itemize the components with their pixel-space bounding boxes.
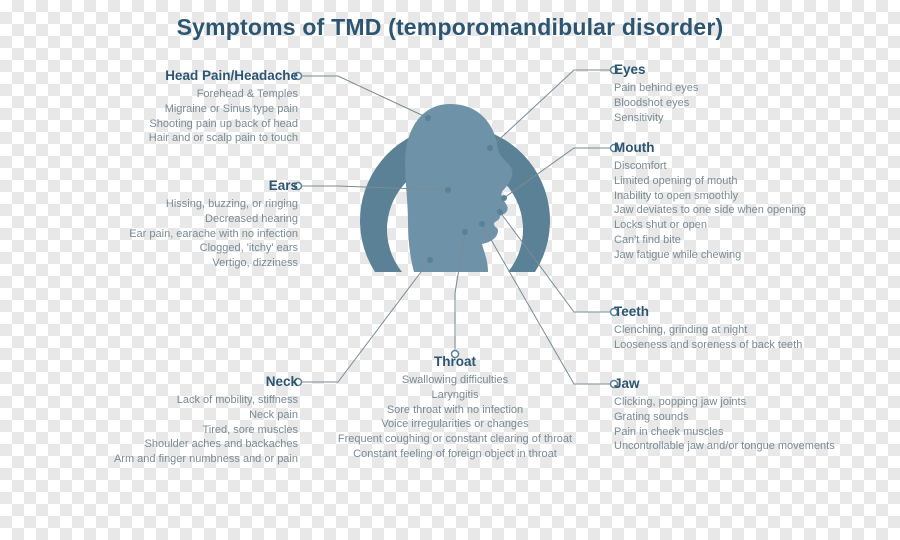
section-jaw-label: Jaw bbox=[614, 376, 884, 393]
section-eyes-label: Eyes bbox=[614, 62, 874, 79]
section-ears-item: Vertigo, dizziness bbox=[38, 256, 298, 271]
section-mouth-item: Can't find bite bbox=[614, 233, 884, 248]
section-neck-label: Neck bbox=[20, 374, 298, 391]
section-neck: Neck Lack of mobility, stiffnessNeck pain… bbox=[20, 374, 298, 467]
section-ears-item: Hissing, buzzing, or ringing bbox=[38, 197, 298, 212]
section-head-label: Head Pain/Headache bbox=[68, 68, 298, 85]
section-neck-item: Shoulder aches and backaches bbox=[20, 437, 298, 452]
section-throat-item: Voice irregularities or changes bbox=[330, 417, 580, 432]
section-mouth-item: Jaw fatigue while chewing bbox=[614, 248, 884, 263]
section-ears-label: Ears bbox=[38, 178, 298, 195]
section-neck-item: Tired, sore muscles bbox=[20, 423, 298, 438]
section-ears-item: Decreased hearing bbox=[38, 212, 298, 227]
section-teeth-item: Looseness and soreness of back teeth bbox=[614, 338, 884, 353]
section-teeth-label: Teeth bbox=[614, 304, 884, 321]
section-neck-item: Lack of mobility, stiffness bbox=[20, 393, 298, 408]
section-throat-item: Frequent coughing or constant clearing o… bbox=[330, 432, 580, 447]
section-jaw-item: Clicking, popping jaw joints bbox=[614, 395, 884, 410]
section-eyes: Eyes Pain behind eyesBloodshot eyesSensit… bbox=[614, 62, 874, 125]
section-throat-item: Laryngitis bbox=[330, 388, 580, 403]
section-neck-item: Arm and finger numbness and or pain bbox=[20, 452, 298, 467]
section-throat-label: Throat bbox=[330, 354, 580, 371]
section-head-item: Shooting pain up back of head bbox=[68, 117, 298, 132]
section-neck-item: Neck pain bbox=[20, 408, 298, 423]
section-eyes-item: Pain behind eyes bbox=[614, 81, 874, 96]
section-head: Head Pain/Headache Forehead & TemplesMigr… bbox=[68, 68, 298, 146]
section-mouth-item: Jaw deviates to one side when opening bbox=[614, 203, 884, 218]
section-head-item: Migraine or Sinus type pain bbox=[68, 102, 298, 117]
section-mouth-item: Discomfort bbox=[614, 159, 884, 174]
section-teeth: Teeth Clenching, grinding at nightLoosene… bbox=[614, 304, 884, 353]
section-head-item: Hair and or scalp pain to touch bbox=[68, 131, 298, 146]
section-throat-item: Constant feeling of foreign object in th… bbox=[330, 447, 580, 462]
section-jaw-item: Pain in cheek muscles bbox=[614, 425, 884, 440]
section-mouth-item: Locks shut or open bbox=[614, 218, 884, 233]
section-eyes-item: Sensitivity bbox=[614, 111, 874, 126]
section-head-item: Forehead & Temples bbox=[68, 87, 298, 102]
section-jaw-item: Uncontrollable jaw and/or tongue movemen… bbox=[614, 439, 884, 454]
section-throat-item: Swallowing difficulties bbox=[330, 373, 580, 388]
section-eyes-item: Bloodshot eyes bbox=[614, 96, 874, 111]
diagram-canvas: Head Pain/Headache Forehead & TemplesMigr… bbox=[0, 0, 900, 540]
section-mouth: Mouth DiscomfortLimited opening of mouthI… bbox=[614, 140, 884, 263]
section-ears-item: Clogged, 'itchy' ears bbox=[38, 241, 298, 256]
section-throat-item: Sore throat with no infection bbox=[330, 403, 580, 418]
section-ears-item: Ear pain, earache with no infection bbox=[38, 227, 298, 242]
section-ears: Ears Hissing, buzzing, or ringingDecrease… bbox=[38, 178, 298, 271]
section-jaw: Jaw Clicking, popping jaw jointsGrating s… bbox=[614, 376, 884, 454]
section-mouth-item: Limited opening of mouth bbox=[614, 174, 884, 189]
section-throat: Throat Swallowing difficultiesLaryngitisS… bbox=[330, 354, 580, 462]
section-jaw-item: Grating sounds bbox=[614, 410, 884, 425]
section-mouth-item: Inability to open smoothly bbox=[614, 189, 884, 204]
head-silhouette-icon bbox=[350, 62, 560, 292]
section-teeth-item: Clenching, grinding at night bbox=[614, 323, 884, 338]
section-mouth-label: Mouth bbox=[614, 140, 884, 157]
